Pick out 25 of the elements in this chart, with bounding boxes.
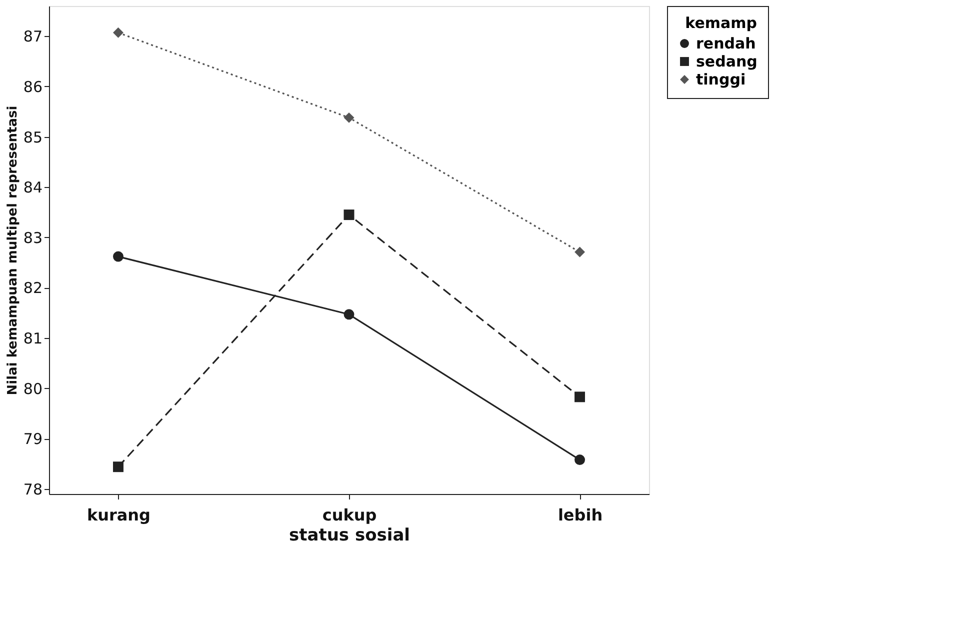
y-tick-label: 80	[23, 380, 42, 398]
point	[112, 462, 124, 472]
y-tick-label: 81	[23, 330, 42, 348]
point	[112, 251, 124, 262]
x-axis-title: status sosial	[288, 526, 410, 546]
point	[112, 27, 124, 38]
point	[574, 246, 586, 258]
y-tick-label: 78	[23, 480, 42, 498]
legend-label: rendah	[696, 34, 756, 52]
x-tick-label: kurang	[86, 506, 151, 524]
y-axis-title: Nilai kemampuan multipel representasi	[5, 106, 20, 396]
x-tick-label: cukup	[322, 506, 377, 524]
y-tick-label: 82	[23, 279, 42, 298]
y-tick-label: 87	[23, 28, 42, 46]
y-tick-label: 83	[23, 228, 42, 247]
x-tick-label: lebih	[558, 506, 603, 524]
legend-label: tinggi	[696, 70, 746, 88]
y-tick-label: 85	[23, 128, 42, 146]
legend-title: kemamp	[685, 14, 758, 32]
point	[574, 392, 586, 402]
point	[344, 112, 354, 123]
legend-label: sedang	[696, 52, 758, 70]
y-tick-label: 79	[23, 430, 42, 448]
y-tick-label: 86	[23, 78, 42, 96]
y-tick-label: 84	[23, 178, 42, 197]
